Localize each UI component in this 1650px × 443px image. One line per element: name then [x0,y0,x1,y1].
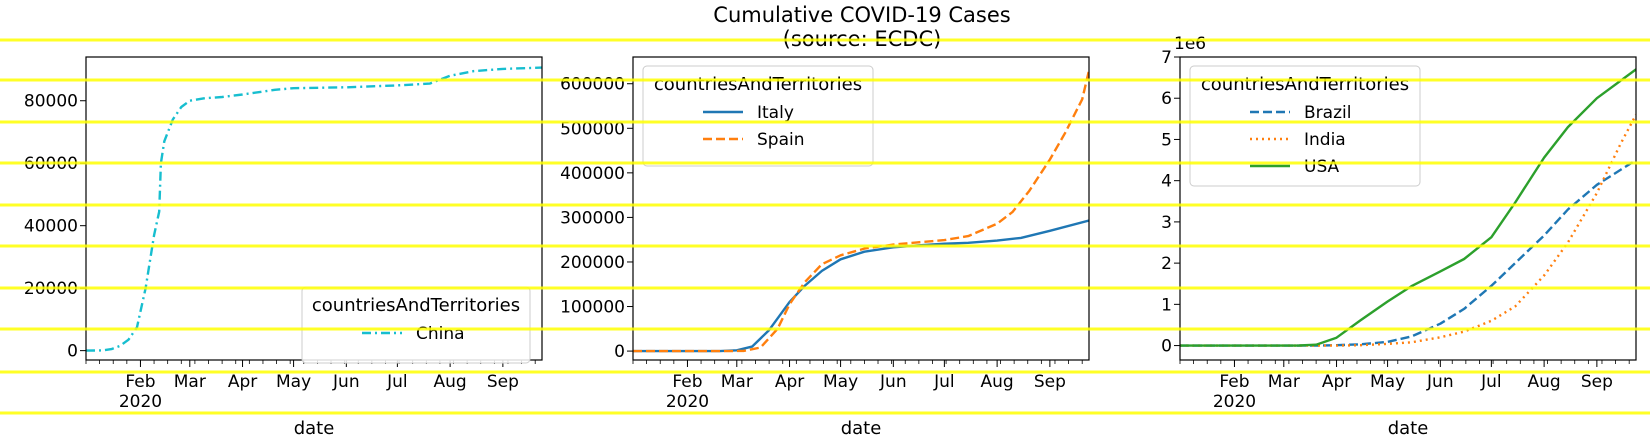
highlight-lines [0,38,1650,415]
series-line-usa [1180,68,1636,347]
x-tick-label: Jul [386,372,408,392]
x-tick-label: May [1370,372,1405,392]
y-tick-label: 300000 [560,208,625,228]
y-tick-label: 40000 [24,217,78,237]
y-tick-label: 400000 [560,164,625,184]
legend-box [642,65,874,167]
chart-panels: 020000400006000080000Feb2020MarAprMayJun… [24,34,1637,439]
y-tick-label: 2 [1161,254,1172,274]
x-tick-label: Mar [721,372,753,392]
y-tick-label: 3 [1161,213,1172,233]
x-tick-label: Mar [1268,372,1300,392]
chart-panel-2: 0 100000 200000 300000 400000 500000 600000 Feb… [560,56,1090,439]
x-axis-label: date [294,418,335,439]
x-tick-label: Aug [1528,372,1561,392]
legend-box [1189,65,1421,187]
y-tick-label: 200000 [560,253,625,273]
x-tick-label: Mar [174,372,206,392]
y-tick-label: 100000 [560,298,625,318]
x-tick-label: Sep [487,372,519,392]
y-tick-label: 80000 [24,92,78,112]
x-tick-label: Aug [981,372,1014,392]
x-tick-label: Apr [228,372,257,392]
legend-item-usa: USA [1304,157,1340,177]
y-tick-label: 6 [1161,89,1172,109]
series-line-brazil [1180,159,1636,347]
x-tick-label: Apr [1322,372,1351,392]
y-tick-label: 0 [614,342,625,362]
legend-title: countriesAndTerritories [654,74,862,95]
y-offset-label: 1e6 [1174,34,1206,54]
x-tick-label: May [823,372,858,392]
y-tick-label: 0 [67,342,78,362]
y-tick-label: 1 [1161,295,1172,315]
x-tick-label: Jul [933,372,955,392]
legend-title: countriesAndTerritories [312,295,520,316]
legend-item-italy: Italy [757,103,794,123]
x-tick-label: Feb 2020 [666,372,709,412]
legend-title: countriesAndTerritories [1201,74,1409,95]
x-tick-label: Feb 2020 [119,372,162,412]
x-tick-label: Jun [1426,372,1454,392]
x-tick-label: Jul [1480,372,1502,392]
axes-frame [1179,56,1637,361]
y-tick-label: 0 [1161,337,1172,357]
axes-frame [632,56,1090,361]
x-axis-label: date [1388,418,1429,439]
y-tick-label: 7 [1161,48,1172,68]
chart-panel-1: 020000400006000080000Feb2020MarAprMayJun… [24,56,543,439]
y-tick-label: 600000 [560,75,625,95]
series-lines [86,66,542,352]
legend: countriesAndTerritories Brazil India USA [1189,65,1421,187]
figure-title: Cumulative COVID-19 Cases [713,3,1010,27]
legend: countriesAndTerritories China [301,286,531,364]
x-axis-label: date [841,418,882,439]
legend-item-china: China [416,324,465,344]
x-tick-label: Feb 2020 [1213,372,1256,412]
x-tick-label: Jun [879,372,907,392]
y-tick-label: 4 [1161,172,1172,192]
series-line-italy [633,219,1089,353]
x-tick-label: Apr [775,372,804,392]
x-tick-label: Aug [434,372,467,392]
y-tick-label: 500000 [560,119,625,139]
y-tick-label: 5 [1161,130,1172,150]
x-tick-label: Jun [332,372,360,392]
legend-item-spain: Spain [757,130,805,150]
series-line-china [86,66,542,352]
legend-item-brazil: Brazil [1304,103,1351,123]
x-tick-label: Sep [1034,372,1066,392]
x-tick-label: Sep [1581,372,1613,392]
legend-item-india: India [1304,130,1346,150]
x-tick-label: May [276,372,311,392]
series-lines [1180,68,1636,347]
